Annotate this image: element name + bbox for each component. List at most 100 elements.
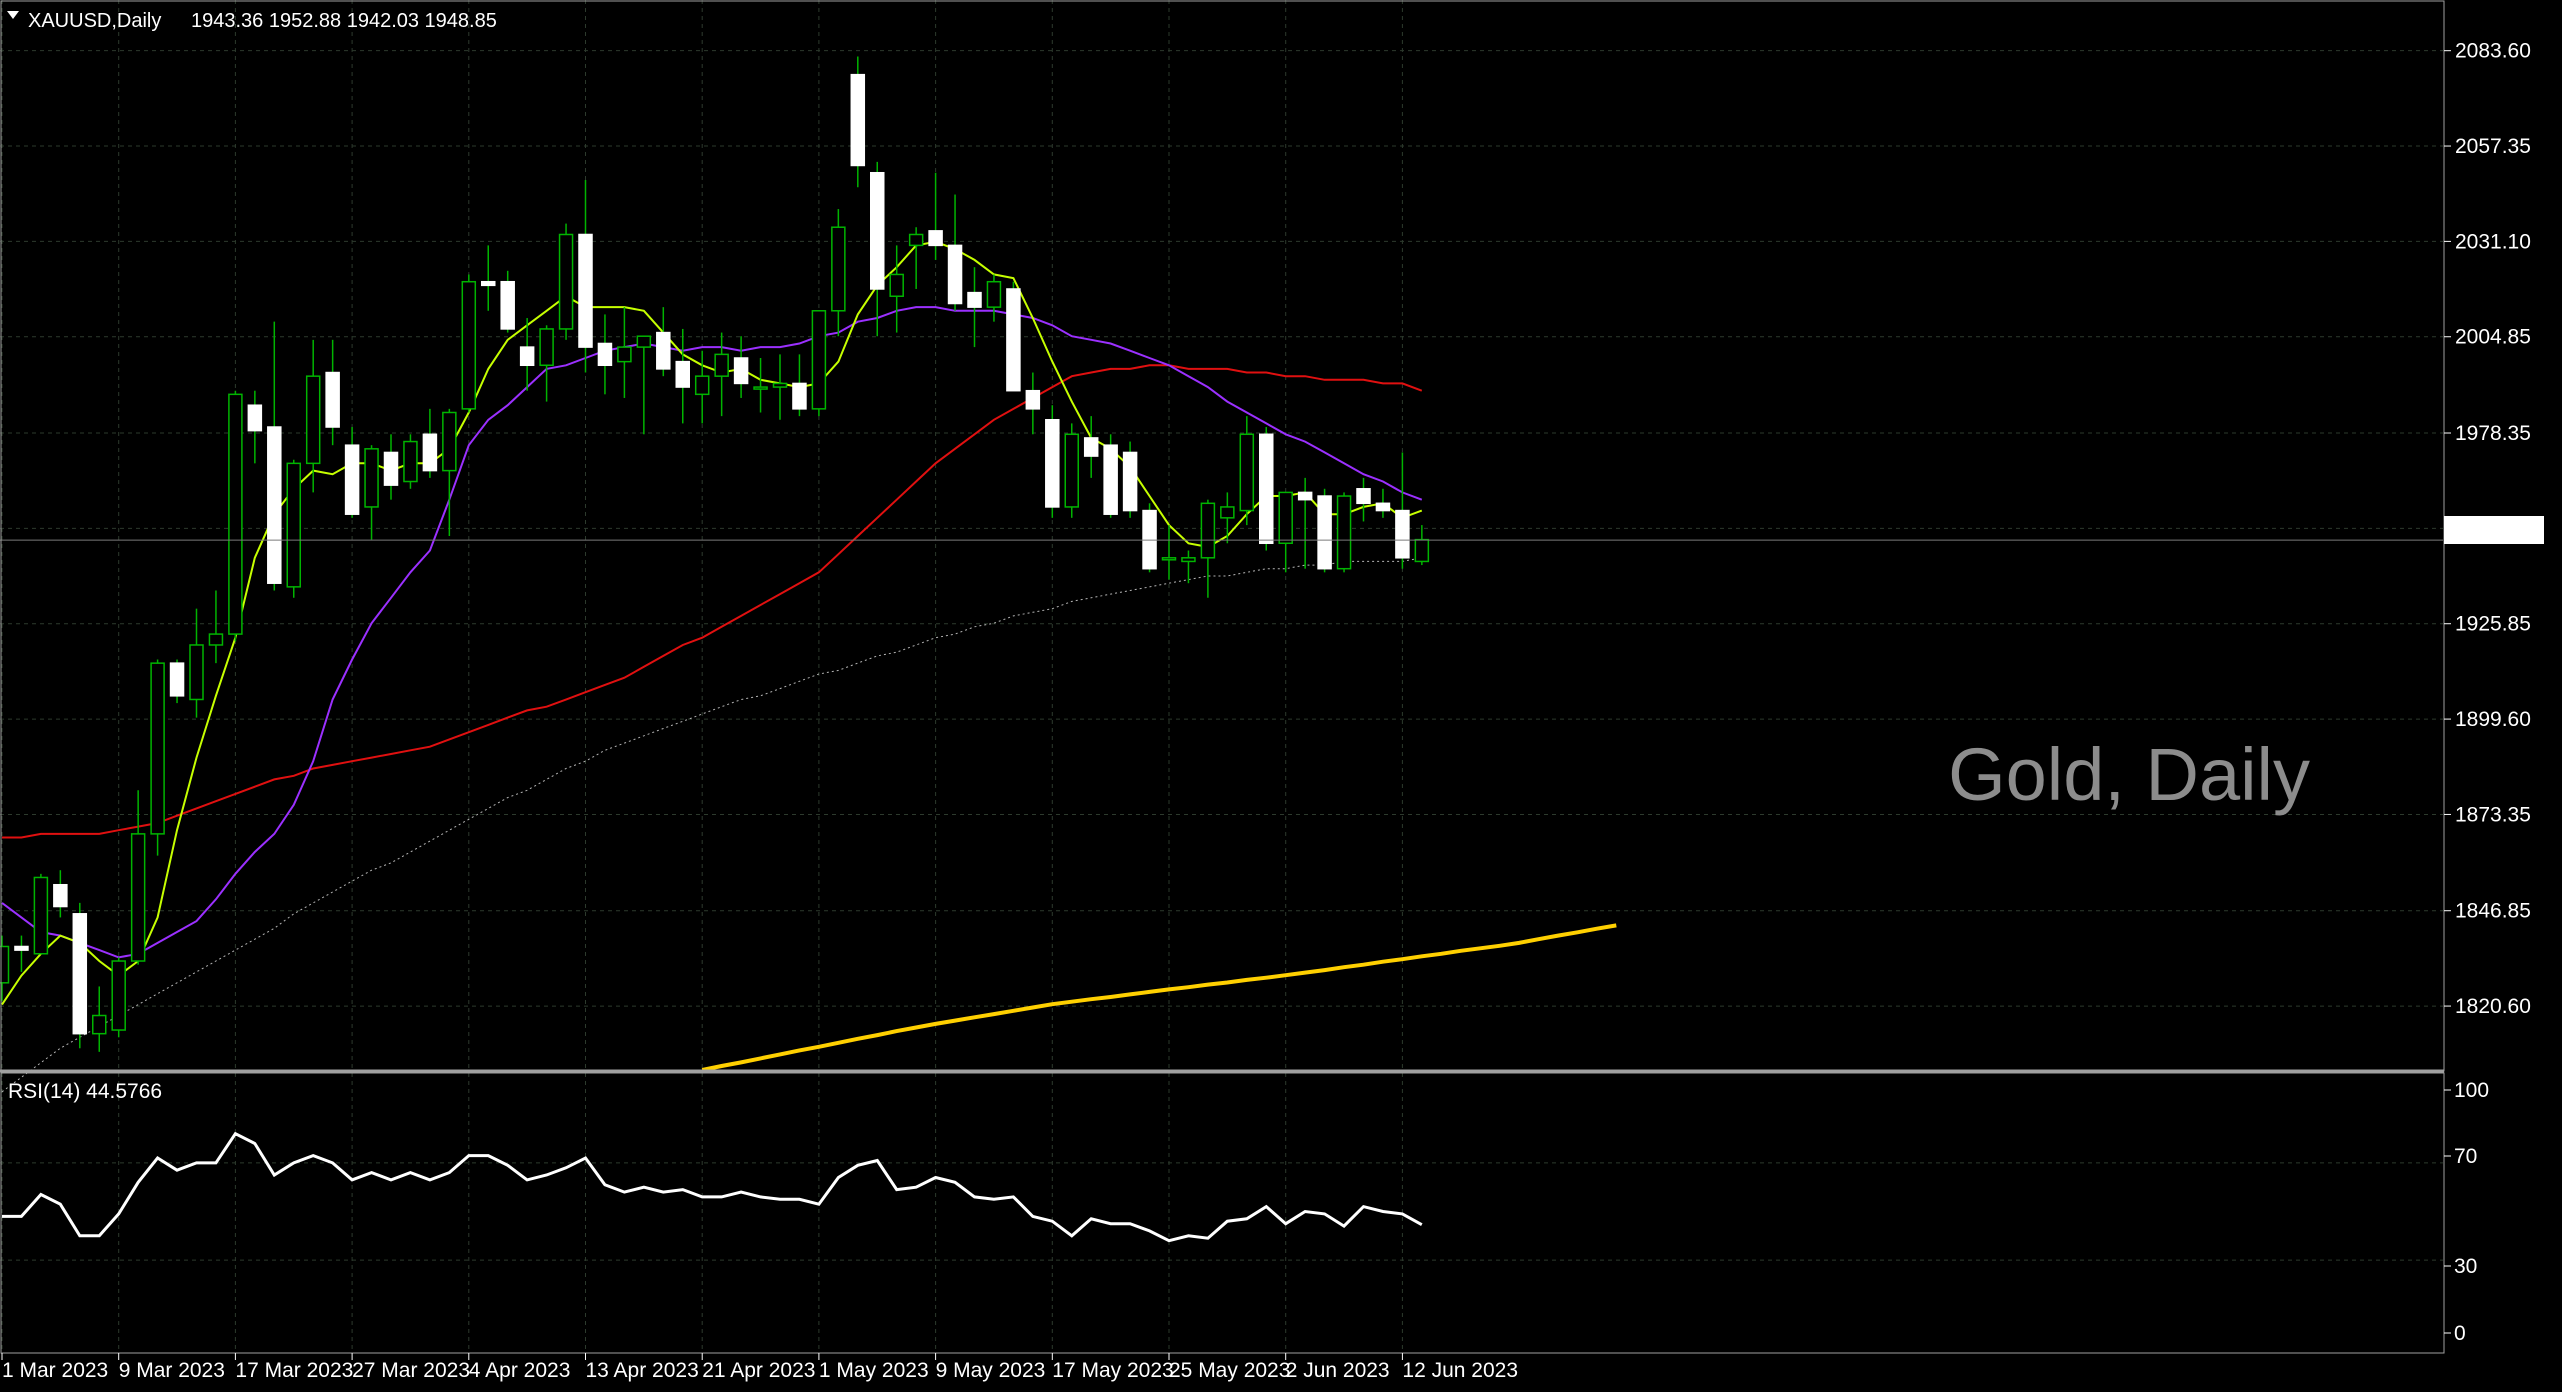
candle-body-bear	[597, 342, 613, 367]
candle	[1006, 281, 1021, 392]
candle-body-bear	[14, 945, 29, 951]
candle-body-bear	[344, 444, 360, 515]
candle	[208, 590, 224, 664]
candle-body-bull	[403, 440, 418, 483]
candle	[442, 408, 457, 536]
rsi-title: RSI(14) 44.5766	[8, 1080, 162, 1103]
candle	[1045, 405, 1060, 518]
candle	[344, 427, 360, 518]
candle	[189, 608, 204, 718]
candle	[1395, 452, 1410, 569]
candle	[617, 307, 632, 398]
candle	[656, 307, 671, 377]
candle	[1297, 477, 1313, 569]
candle-body-bull	[811, 310, 827, 410]
candle	[792, 354, 807, 417]
rsi-line	[2, 1131, 1423, 1243]
rsi-tick-70: 70	[2454, 1145, 2477, 1168]
price-tick-label: 1820.60	[2455, 995, 2531, 1018]
rsi-tick-30: 30	[2454, 1255, 2477, 1278]
time-tick-label: 25 May 2023	[1169, 1359, 1290, 1382]
candle	[1103, 434, 1118, 518]
candle-body-bull	[189, 644, 204, 701]
candle	[14, 935, 29, 972]
candle	[1356, 477, 1371, 522]
candle-body-bull	[1336, 495, 1352, 570]
candle-body-bear	[1356, 488, 1371, 505]
candle-body-bull	[1181, 557, 1196, 563]
candle-body-bear	[1103, 444, 1118, 515]
candle-body-bear	[1142, 509, 1157, 570]
candle	[1336, 492, 1352, 573]
candle	[1122, 441, 1138, 518]
candle-body-bear	[656, 331, 671, 370]
candle	[1181, 550, 1196, 584]
candle-body-bull	[772, 382, 788, 388]
candle	[403, 434, 418, 489]
candle	[130, 790, 146, 965]
candle-body-bear	[1259, 433, 1274, 545]
candle	[1317, 488, 1332, 573]
rsi-axis[interactable]: 100 70 30 0	[2444, 1079, 2489, 1345]
candle	[1142, 503, 1157, 573]
candle-body-bull	[558, 233, 574, 330]
candle-body-bull	[442, 411, 457, 472]
time-tick-label: 9 May 2023	[936, 1359, 1046, 1382]
candle	[1064, 423, 1079, 518]
candle	[1161, 525, 1177, 580]
price-tick-label: 2083.60	[2455, 40, 2531, 63]
candle-body-bull	[1161, 557, 1177, 561]
grid	[0, 0, 2443, 1353]
candle	[286, 459, 301, 598]
price-tick-label: 1873.35	[2455, 803, 2531, 826]
candle-body-bull	[908, 233, 924, 247]
candle	[597, 314, 613, 395]
candle	[539, 325, 554, 402]
candle	[908, 227, 924, 289]
rsi-panel-frame	[0, 1072, 2445, 1354]
price-tick-label: 1846.85	[2455, 900, 2531, 923]
candle-body-bull	[714, 353, 729, 377]
candle-body-bear	[928, 230, 943, 247]
candle-body-bull	[305, 375, 321, 465]
candle-body-bull	[753, 386, 768, 390]
ma-mid-line	[1, 306, 1423, 959]
candle-body-bear	[247, 404, 263, 432]
candle-body-bull	[1278, 491, 1293, 545]
collapse-triangle-icon[interactable]	[7, 11, 19, 19]
candle	[53, 870, 68, 918]
candle	[714, 332, 729, 417]
candle-body-bear	[1375, 502, 1391, 512]
candle-body-bear	[1025, 389, 1041, 410]
candle	[753, 358, 768, 413]
candle	[228, 390, 243, 642]
candle	[1220, 492, 1235, 544]
candle	[558, 223, 574, 340]
time-tick-label: 9 Mar 2023	[119, 1359, 225, 1382]
candle-body-bear	[675, 360, 690, 388]
candle	[247, 390, 263, 464]
candle	[461, 274, 477, 413]
price-tick-label: 1978.35	[2455, 422, 2531, 445]
price-tick-label: 2031.10	[2455, 230, 2531, 253]
candle	[986, 274, 1002, 322]
time-tick-label: 1 Mar 2023	[2, 1359, 108, 1382]
candle-body-bull	[461, 280, 477, 410]
time-tick-label: 2 Jun 2023	[1286, 1359, 1390, 1382]
current-price-tag-text: 1948.85	[2456, 520, 2532, 543]
candle-body-bull	[286, 462, 301, 588]
candle	[33, 873, 49, 955]
candle-body-bear	[481, 280, 496, 287]
candle-body-bear	[870, 171, 885, 290]
candle-body-bull	[1239, 433, 1255, 512]
candle	[1083, 416, 1099, 478]
candle-body-bull	[33, 876, 49, 955]
moving-averages	[1, 240, 1617, 1093]
candle	[1259, 427, 1274, 551]
candle-body-bear	[850, 73, 866, 167]
candle-body-bear	[1297, 491, 1313, 501]
candle	[1025, 372, 1041, 435]
